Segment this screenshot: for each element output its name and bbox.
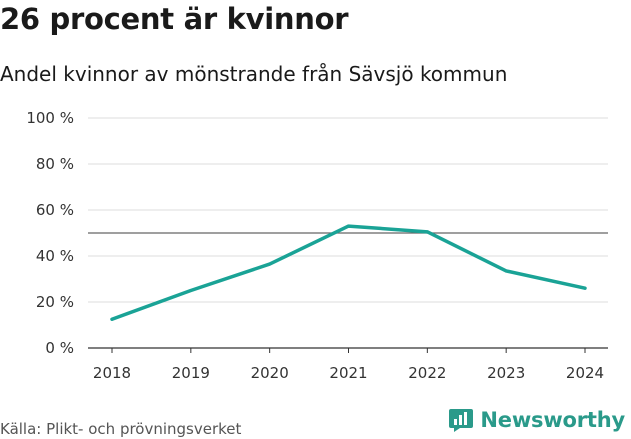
newsworthy-logo-icon [449,409,474,432]
data-point [189,289,193,292]
x-tick-label: 2023 [487,364,525,382]
y-tick-label: 100 % [26,109,74,127]
x-tick-label: 2024 [566,364,604,382]
axis-layer: 0 % 20 % 40 % 60 % 80 % 100 % 2018 2019 2020 2021… [26,109,608,382]
chart-subtitle: Andel kvinnor av mönstrande från Sävsjö … [0,62,508,86]
x-tick-label: 2022 [408,364,446,382]
x-tick-label: 2019 [172,364,210,382]
line-chart: 0 % 20 % 40 % 60 % 80 % 100 % 2018 2019 2020 2021… [26,109,608,382]
y-tick-label: 0 % [45,339,74,357]
series-line [110,224,587,321]
x-tick-label: 2020 [251,364,289,382]
grid-layer [88,117,608,303]
y-tick-label: 20 % [36,293,74,311]
chart-title: 26 procent är kvinnor [0,2,349,36]
y-tick-label: 40 % [36,247,74,265]
data-point [504,269,508,273]
y-tick-label: 80 % [36,155,74,173]
data-point [268,262,272,266]
brand-name: Newsworthy [480,408,625,432]
x-tick-label: 2018 [93,364,131,382]
data-point [110,317,114,321]
y-tick-label: 60 % [36,201,74,219]
series-layer [110,224,587,321]
data-point [347,224,350,228]
data-point [583,286,587,290]
data-point [425,230,429,234]
source-note: Källa: Plikt- och prövningsverket [0,420,242,438]
brand-logo: Newsworthy [448,407,625,433]
x-tick-label: 2021 [329,364,367,382]
